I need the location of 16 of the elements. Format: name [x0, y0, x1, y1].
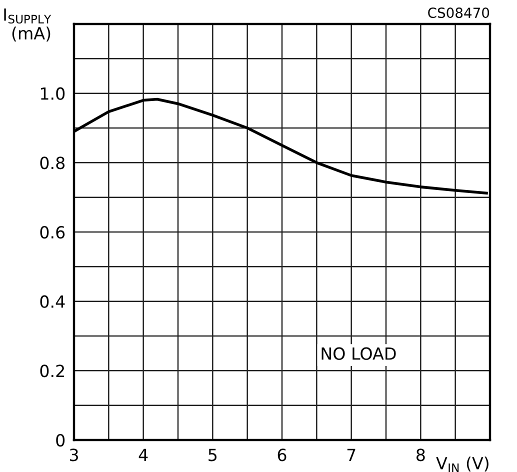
x-tick-label: 6	[278, 448, 286, 462]
text: CS08470	[428, 8, 490, 18]
x-tick-label: 3	[70, 448, 78, 462]
y-tick-label: 0.6	[40, 226, 65, 239]
x-tick-label: 5	[208, 448, 217, 462]
y-tick-label: 1.0	[40, 87, 65, 100]
y-tick-label: 0.8	[40, 156, 65, 170]
annotation: NO LOAD	[322, 347, 396, 360]
x-axis-title: V$_{IN}$ (V)	[436, 456, 488, 472]
x-tick-label: 4	[138, 448, 148, 461]
y-tick-label: 0.2	[40, 364, 64, 378]
y-axis-title: I$_{SUPPLY}$ (mA)	[4, 8, 52, 42]
x-tick-label: 7	[347, 448, 356, 461]
y-tick-label: 0	[56, 434, 65, 447]
x-tick-label: 8	[416, 448, 425, 462]
y-tick-label: 0.4	[40, 295, 65, 308]
